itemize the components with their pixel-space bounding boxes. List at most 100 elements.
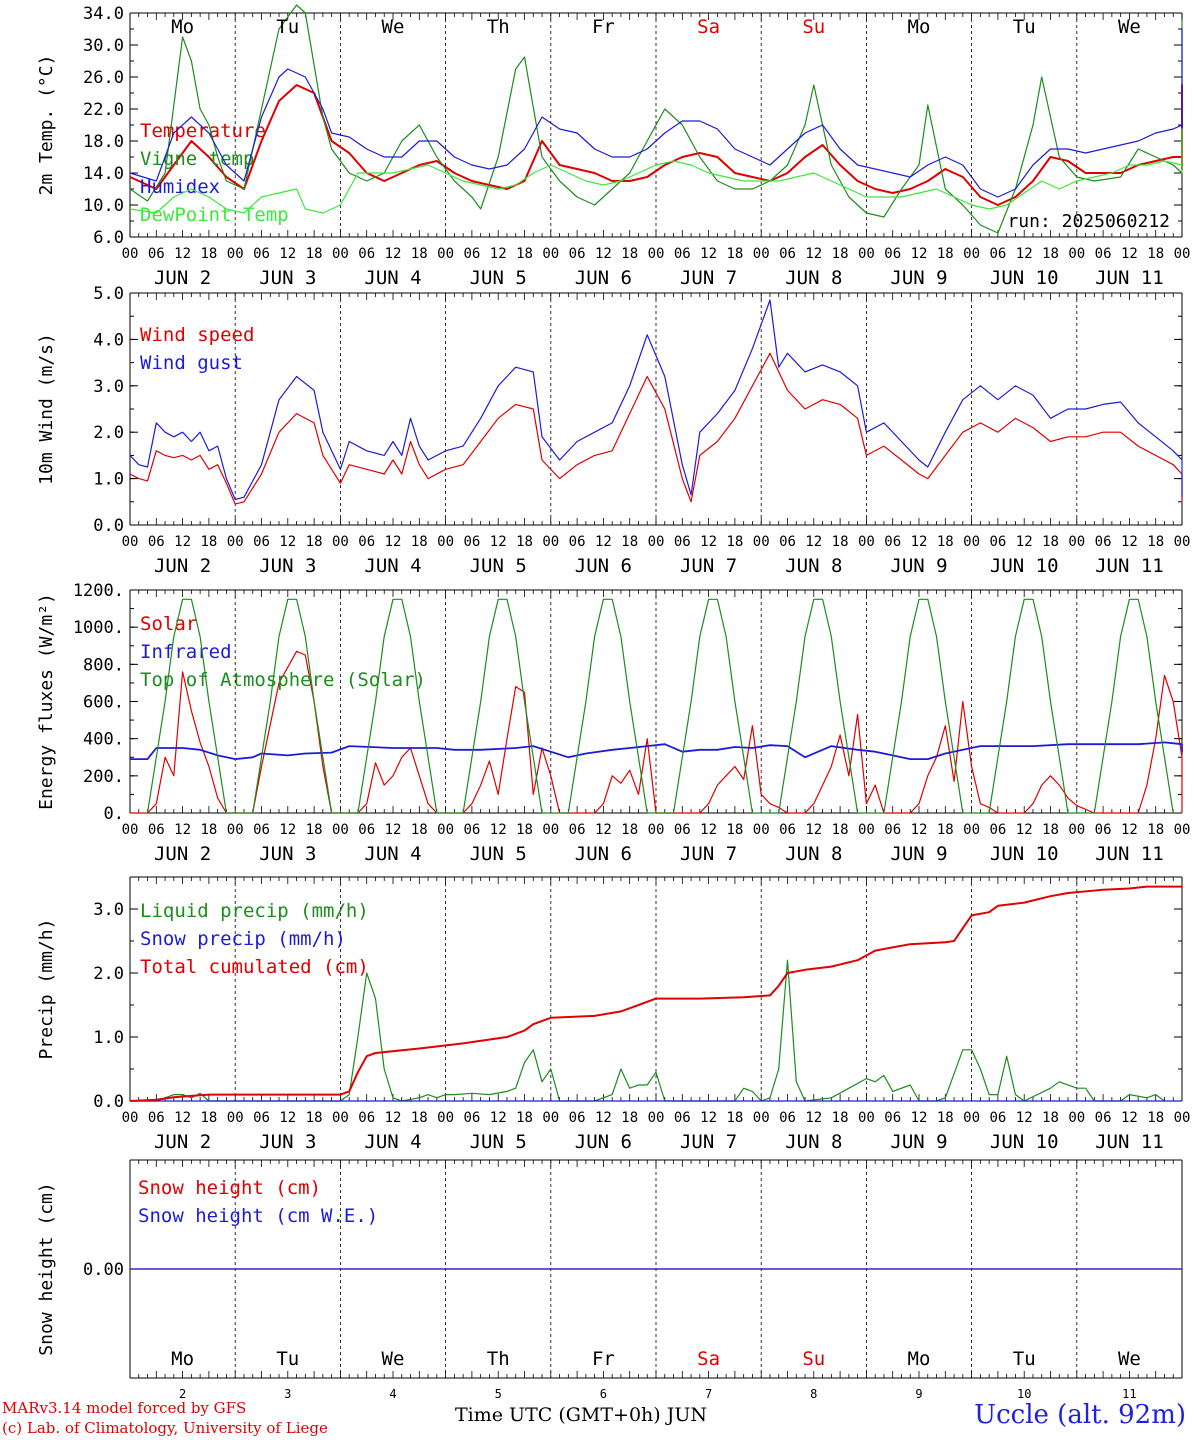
panel4-hour-tick-label: 00 (332, 1110, 349, 1126)
panel1-y-tick-label: 6.0 (93, 228, 124, 248)
panel1-hour-tick-label: 18 (1147, 246, 1164, 262)
panel1-hour-tick-label: 00 (227, 246, 244, 262)
panel1-hour-tick-label: 00 (648, 246, 665, 262)
panel3-hour-tick-label: 00 (332, 822, 349, 838)
panel2-hour-tick-label: 06 (674, 534, 691, 550)
panel1-y-tick-label: 14.0 (83, 164, 124, 184)
panel3-hour-tick-label: 06 (463, 822, 480, 838)
panel4-hour-tick-label: 00 (753, 1110, 770, 1126)
panel4-hour-tick-label: 18 (1147, 1110, 1164, 1126)
panel1-hour-tick-label: 00 (332, 246, 349, 262)
panel5-day-number: 4 (389, 1387, 396, 1401)
panel4-date-label: JUN 6 (575, 1131, 632, 1153)
panel3-hour-tick-label: 00 (1068, 822, 1085, 838)
panel1-hour-tick-label: 12 (911, 246, 928, 262)
panel2-hour-tick-label: 18 (726, 534, 743, 550)
panel2-hour-tick-label: 00 (122, 534, 139, 550)
panel4-hour-tick-label: 00 (122, 1110, 139, 1126)
panel1-hour-tick-label: 18 (1042, 246, 1059, 262)
panel4-hour-tick-label: 12 (174, 1110, 191, 1126)
panel2-hour-tick-label: 00 (753, 534, 770, 550)
panel2-y-tick-label: 4.0 (93, 330, 124, 350)
panel1-date-label: JUN 11 (1095, 267, 1164, 289)
panel3-hour-tick-label: 18 (726, 822, 743, 838)
panel5-weekday-label: We (382, 1348, 405, 1370)
panel1-y-axis-label: 2m Temp. (°C) (36, 55, 57, 196)
panel1-hour-tick-label: 06 (569, 246, 586, 262)
panel4-hour-tick-label: 18 (937, 1110, 954, 1126)
panel1-y-tick-label: 30.0 (83, 36, 124, 56)
panel1-y-tick-label: 18.0 (83, 132, 124, 152)
panel1-weekday-label: Mo (171, 16, 194, 38)
panel5-weekday-label: Mo (908, 1348, 931, 1370)
panel3-hour-tick-label: 18 (1042, 822, 1059, 838)
panel3-legend-entry: Solar (140, 613, 197, 635)
panel2-hour-tick-label: 00 (332, 534, 349, 550)
panel5-weekday-label: Su (802, 1348, 825, 1370)
panel3-hour-tick-label: 18 (832, 822, 849, 838)
panel4-hour-tick-label: 00 (542, 1110, 559, 1126)
panel4-date-label: JUN 4 (364, 1131, 421, 1153)
panel4-hour-tick-label: 06 (463, 1110, 480, 1126)
panel4-hour-tick-label: 12 (1016, 1110, 1033, 1126)
panel3-series-top-of-atmosphere-solar (146, 598, 1174, 814)
panel4-date-label: JUN 11 (1095, 1131, 1164, 1153)
panel1-hour-tick-label: 12 (279, 246, 296, 262)
panel2-hour-tick-label: 12 (279, 534, 296, 550)
panel4-date-label: JUN 3 (259, 1131, 316, 1153)
panel4-hour-tick-label: 18 (411, 1110, 428, 1126)
panel4-hour-tick-label: 12 (700, 1110, 717, 1126)
panel3-hour-tick-label: 00 (858, 822, 875, 838)
panel3-date-label: JUN 4 (364, 843, 421, 865)
panel3-hour-tick-label: 06 (148, 822, 165, 838)
panel3-date-label: JUN 3 (259, 843, 316, 865)
panel4-hour-tick-label: 06 (1095, 1110, 1112, 1126)
panel2-hour-tick-label: 12 (490, 534, 507, 550)
panel3-hour-tick-label: 00 (122, 822, 139, 838)
panel1-run-label: run: 2025060212 (1007, 211, 1170, 232)
panel1-hour-tick-label: 12 (595, 246, 612, 262)
panel3-date-label: JUN 6 (575, 843, 632, 865)
panel3-y-tick-label: 1000. (73, 618, 124, 638)
panel1-date-label: JUN 4 (364, 267, 421, 289)
panel3-hour-tick-label: 00 (227, 822, 244, 838)
panel1-weekday-label: Th (487, 16, 510, 38)
panel1-hour-tick-label: 12 (805, 246, 822, 262)
panel5-day-number: 9 (915, 1387, 922, 1401)
panel4-hour-tick-label: 12 (911, 1110, 928, 1126)
panel4-hour-tick-label: 06 (989, 1110, 1006, 1126)
panel4-hour-tick-label: 00 (1068, 1110, 1085, 1126)
panel5-day-number: 11 (1122, 1387, 1136, 1401)
panel3-date-label: JUN 11 (1095, 843, 1164, 865)
panel1-hour-tick-label: 00 (1174, 246, 1191, 262)
panel2-hour-tick-label: 12 (1016, 534, 1033, 550)
panel4-hour-tick-label: 00 (437, 1110, 454, 1126)
panel5-day-number: 7 (705, 1387, 712, 1401)
panel4-hour-tick-label: 18 (726, 1110, 743, 1126)
panel3-hour-tick-label: 18 (1147, 822, 1164, 838)
panel3-hour-tick-label: 18 (516, 822, 533, 838)
panel2-date-label: JUN 9 (890, 555, 947, 577)
panel2-legend-entry: Wind gust (140, 352, 243, 374)
panel2-date-label: JUN 11 (1095, 555, 1164, 577)
panel2-hour-tick-label: 18 (200, 534, 217, 550)
panel3-hour-tick-label: 12 (279, 822, 296, 838)
panel4-hour-tick-label: 00 (963, 1110, 980, 1126)
panel1-series-humidex (129, 28, 1183, 198)
panel4-hour-tick-label: 12 (805, 1110, 822, 1126)
panel5-day-number: 2 (179, 1387, 186, 1401)
panel4-hour-tick-label: 06 (569, 1110, 586, 1126)
panel4-series-liquid-precip-mm-h (130, 959, 1165, 1102)
panel1-hour-tick-label: 18 (937, 246, 954, 262)
panel3-hour-tick-label: 18 (200, 822, 217, 838)
panel2-hour-tick-label: 12 (174, 534, 191, 550)
panel2-y-axis-label: 10m Wind (m/s) (36, 333, 57, 485)
panel2-hour-tick-label: 12 (1121, 534, 1138, 550)
panel3-hour-tick-label: 00 (437, 822, 454, 838)
panel1-hour-tick-label: 00 (437, 246, 454, 262)
panel1-hour-tick-label: 00 (858, 246, 875, 262)
panel3-hour-tick-label: 06 (674, 822, 691, 838)
panel3-hour-tick-label: 06 (989, 822, 1006, 838)
panel1-hour-tick-label: 12 (1016, 246, 1033, 262)
panel3-hour-tick-label: 00 (963, 822, 980, 838)
